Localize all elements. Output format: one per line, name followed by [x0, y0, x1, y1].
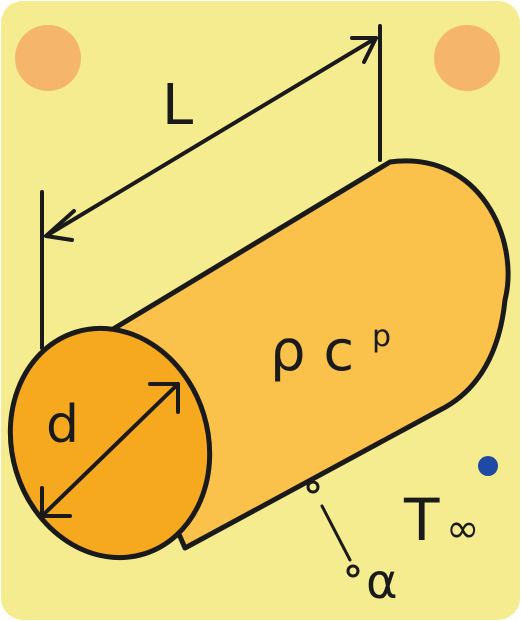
- ambient-temp-label: T: [403, 486, 440, 554]
- length-arrowhead-right: [350, 36, 378, 64]
- length-label: L: [162, 73, 193, 138]
- corner-dot-left: [15, 25, 81, 91]
- length-arrowhead-left: [44, 209, 76, 242]
- diffusivity-label: α: [366, 554, 398, 610]
- diameter-arrowhead-top: [148, 382, 180, 414]
- density-heat-subscript: p: [372, 319, 391, 354]
- diameter-arrow-line: [40, 382, 180, 518]
- length-dimension-line: [44, 36, 378, 238]
- ambient-temp-subscript: ∞: [446, 506, 479, 552]
- alpha-leader-line: [320, 504, 352, 562]
- diameter-label: d: [46, 395, 79, 455]
- alpha-leader-dot: [346, 564, 360, 578]
- corner-dot-right: [434, 25, 500, 91]
- diameter-arrowhead-bottom: [40, 486, 72, 518]
- ambient-blue-dot: [478, 456, 498, 476]
- density-heat-label: ρ c: [270, 319, 354, 384]
- alpha-surface-marker: [306, 480, 320, 494]
